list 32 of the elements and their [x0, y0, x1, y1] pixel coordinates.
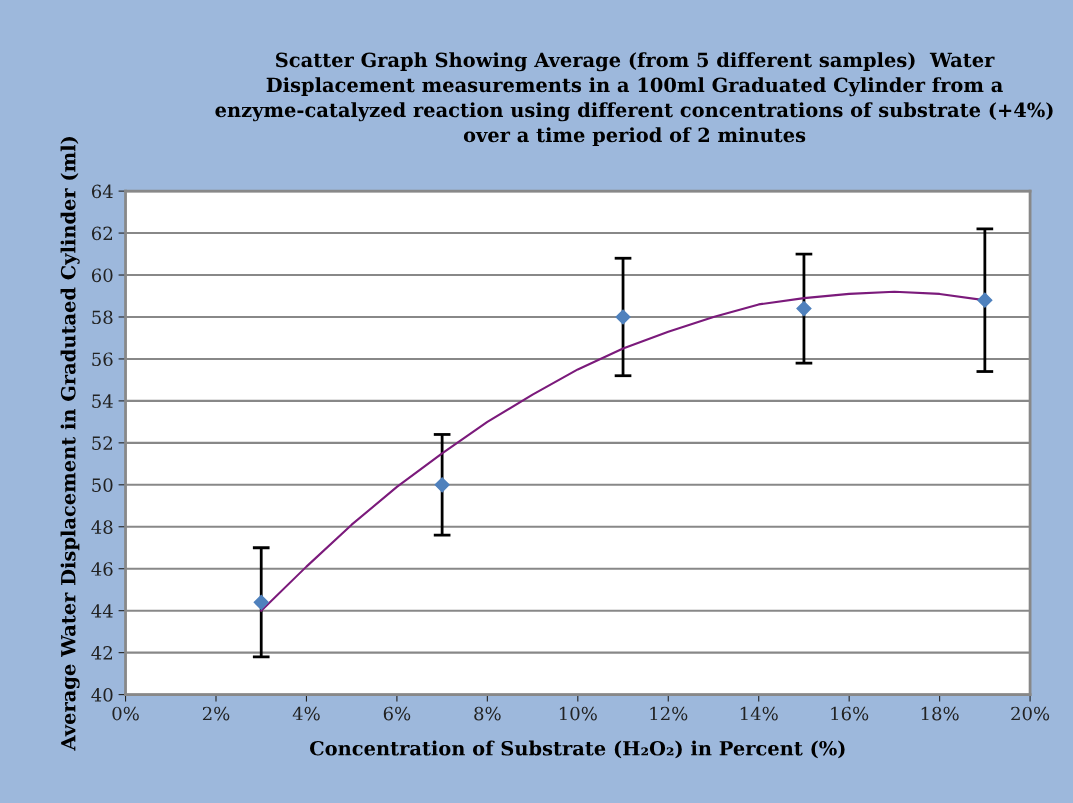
y-tick-label: 42	[91, 646, 112, 660]
x-tick-label: 4%	[292, 706, 320, 721]
x-tick-label: 16%	[831, 706, 869, 721]
chart-title: Scatter Graph Showing Average (from 5 different samples) Water Displacement measurements in a 100ml Graduated Cylinder from a enzyme-catalyzed reaction using different concentrations of substrate (+4%) over a time period of 2 minutes	[215, 52, 1053, 147]
y-tick-label: 54	[92, 394, 113, 409]
point	[253, 594, 269, 610]
x-axis-title: Concentration of Substrate (H₂O₂) in Percent (%)	[309, 740, 845, 759]
x-tick-label: 0%	[112, 706, 139, 721]
y-tick-label: 52	[92, 436, 112, 450]
x-tick-label: 10%	[559, 706, 597, 721]
y-tick-label: 58	[92, 310, 113, 325]
y-tick-label: 62	[91, 226, 112, 241]
x-tick-label: 12%	[650, 706, 688, 721]
x-tick-label: 8%	[474, 706, 501, 721]
x-tick-label: 18%	[921, 706, 959, 721]
y-tick-label: 48	[91, 520, 113, 534]
x-tick-label: 6%	[383, 706, 411, 721]
y-tick-label: 56	[92, 352, 113, 367]
point	[977, 292, 993, 308]
y-tick-label: 50	[92, 478, 113, 492]
y-tick-label: 64	[91, 184, 113, 199]
x-tick-label: 14%	[740, 706, 778, 721]
y-tick-label: 46	[91, 562, 113, 576]
y-tick-label: 44	[91, 604, 113, 618]
point	[434, 477, 450, 493]
x-tick-label: 2%	[202, 706, 230, 721]
y-axis-title: Average Water Displacement in Gradutaed Cylinder (ml)	[60, 137, 80, 751]
y-tick-label: 60	[91, 268, 113, 283]
y-tick-label: 40	[91, 688, 113, 702]
x-tick-label: 20%	[1011, 706, 1050, 721]
point	[796, 301, 812, 317]
point	[615, 309, 631, 325]
